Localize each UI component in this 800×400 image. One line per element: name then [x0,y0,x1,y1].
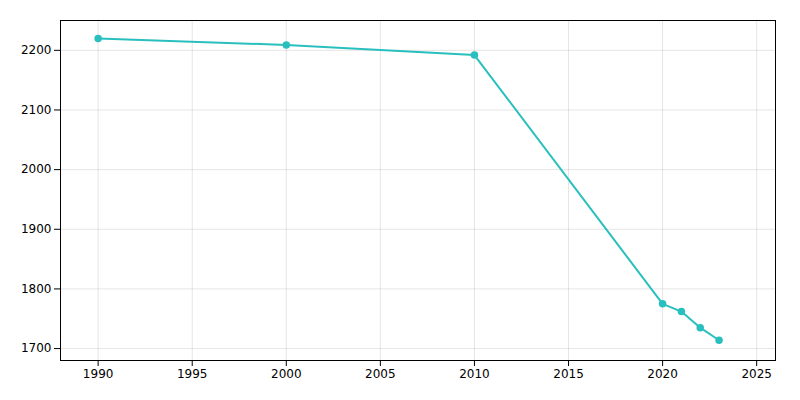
svg-text:1700: 1700 [21,341,52,355]
svg-text:2010: 2010 [459,367,490,381]
svg-text:1990: 1990 [83,367,114,381]
svg-text:2025: 2025 [741,367,772,381]
svg-text:2020: 2020 [647,367,678,381]
svg-text:1800: 1800 [21,282,52,296]
svg-text:2005: 2005 [365,367,396,381]
svg-text:1995: 1995 [177,367,208,381]
svg-text:2200: 2200 [21,43,52,57]
svg-text:2000: 2000 [271,367,302,381]
svg-text:2015: 2015 [553,367,584,381]
svg-text:2100: 2100 [21,103,52,117]
svg-text:2000: 2000 [21,162,52,176]
svg-text:1900: 1900 [21,222,52,236]
